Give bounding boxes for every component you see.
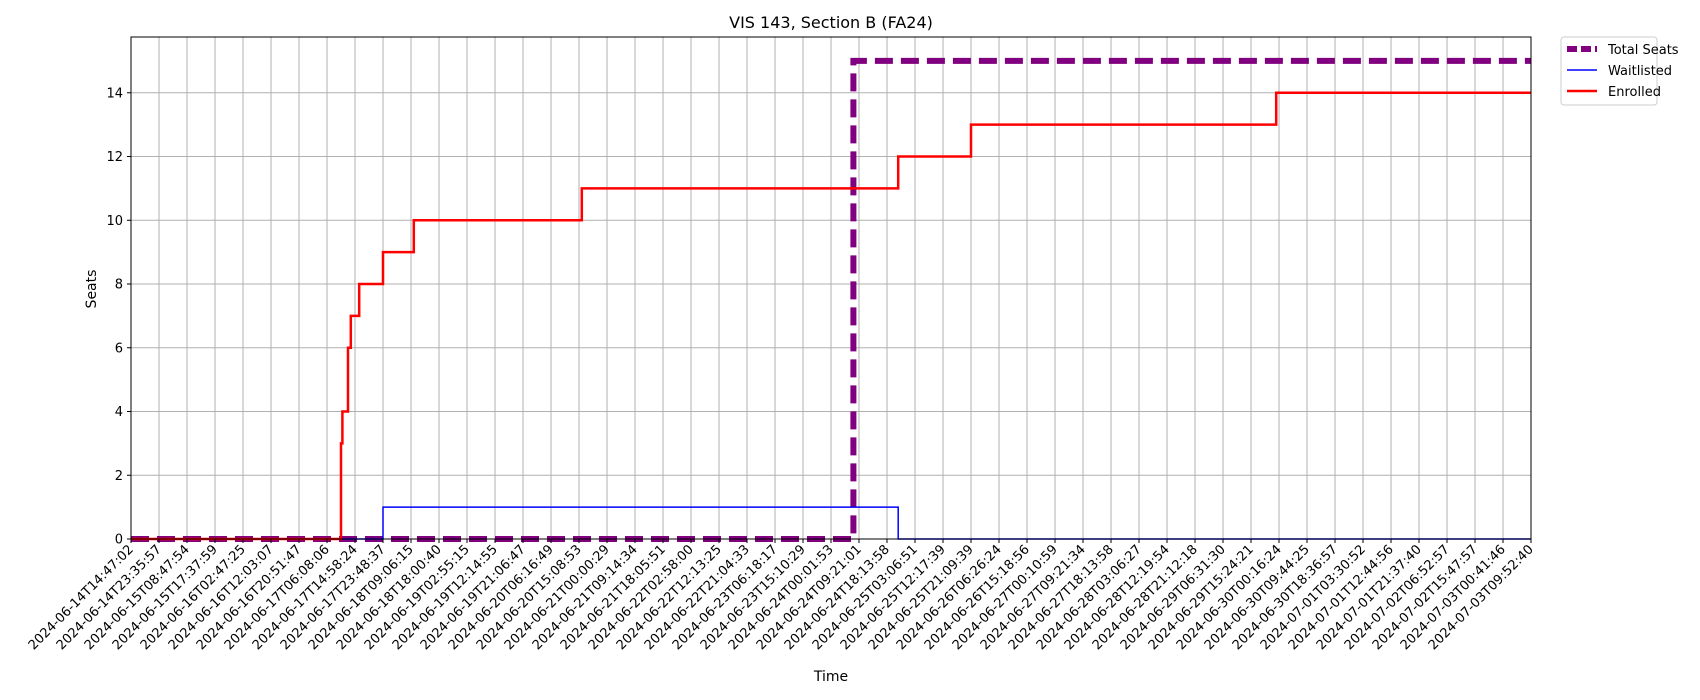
y-tick-label: 6 [115,341,123,356]
y-tick-label: 2 [115,469,123,484]
y-tick-label: 0 [115,533,123,548]
grid [130,37,1532,540]
y-tick-label: 12 [106,150,123,165]
legend-label: Enrolled [1608,85,1661,100]
y-tick-label: 10 [106,214,123,229]
x-axis-label: Time [813,669,848,685]
y-axis: 0 2 4 6 8 10 12 14 [106,86,131,548]
legend-box [1560,36,1658,106]
y-tick-label: 14 [106,86,123,101]
legend: Total Seats Waitlisted Enrolled [1560,36,1679,106]
y-tick-label: 8 [115,278,123,293]
series-line-total-seats [131,57,1531,542]
series-line-enrolled [131,91,1531,541]
y-tick-label: 4 [115,405,123,420]
y-axis-label: Seats [84,270,100,309]
x-axis: 2024-06-14T14:47:022024-06-14T23:35:5720… [26,539,1537,653]
legend-label: Waitlisted [1608,64,1672,79]
chart-title: VIS 143, Section B (FA24) [729,13,933,32]
legend-label: Total Seats [1607,43,1679,58]
